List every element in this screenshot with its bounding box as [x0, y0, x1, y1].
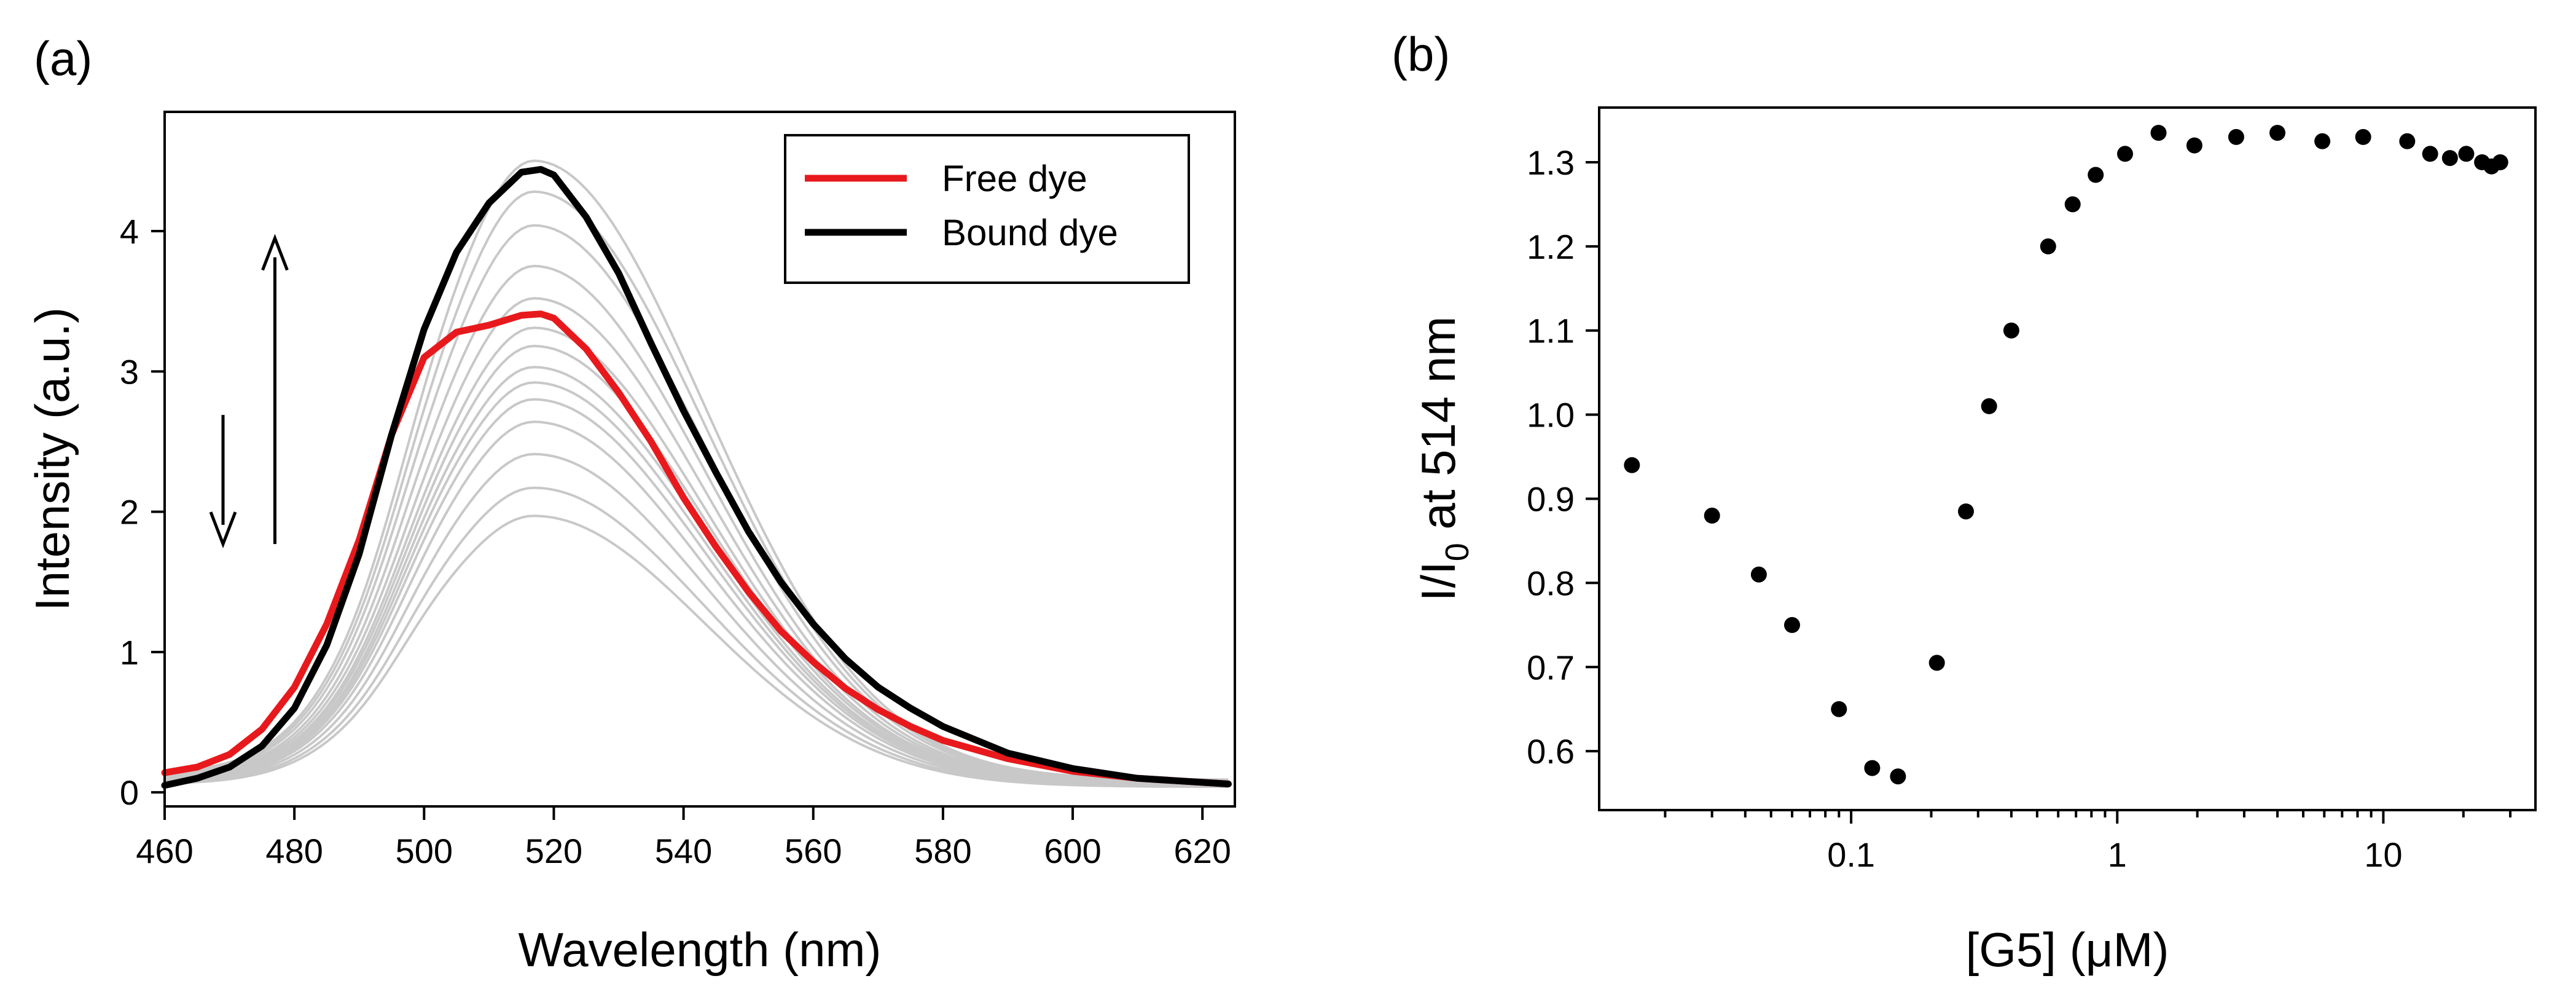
legend-box	[784, 134, 1190, 284]
titration-curve	[164, 452, 1229, 787]
data-point	[2492, 154, 2508, 170]
chart-b: 0.1 1 10 0.6 0.7 0.8 0.9 1.0 1.1 1.2 1.3 [G5] (μM…	[1411, 106, 2537, 977]
data-point	[2355, 128, 2371, 145]
data-point	[1704, 507, 1720, 524]
panel-label-a: (a)	[34, 31, 92, 85]
arrow-down-icon	[209, 511, 237, 549]
y-tick-label: 0	[120, 773, 139, 812]
data-point	[1831, 701, 1847, 717]
x-tick-label: 1	[2108, 835, 2127, 874]
y-tick-label: 1.0	[1527, 396, 1575, 435]
x-tick-label: 540	[655, 832, 712, 870]
data-point	[1981, 398, 1997, 414]
data-point	[2399, 133, 2416, 149]
series-line-free-dye	[161, 310, 1232, 787]
x-axis-b: 0.1 1 10	[1664, 810, 2512, 874]
y-tick-label: 1.3	[1527, 143, 1575, 182]
y-tick-label: 4	[120, 212, 139, 251]
x-axis-title-a: Wavelength (nm)	[519, 923, 882, 977]
titration-curve	[164, 224, 1229, 782]
plot-frame-a	[163, 111, 1236, 808]
y-tick-label: 1.1	[1527, 312, 1575, 350]
y-axis-b: 0.6 0.7 0.8 0.9 1.0 1.1 1.2 1.3	[1527, 143, 1599, 771]
y-tick-label: 0.7	[1527, 648, 1575, 687]
data-point	[1890, 768, 1906, 785]
data-point	[1958, 503, 1974, 520]
y-tick-label: 0.8	[1527, 564, 1575, 602]
legend-label-free-dye: Free dye	[942, 158, 1087, 199]
x-axis-title-b: [G5] (μM)	[1966, 923, 2169, 977]
x-tick-label: 460	[136, 832, 193, 870]
data-point	[2441, 150, 2458, 167]
data-point	[2186, 137, 2202, 154]
data-point	[2269, 125, 2285, 141]
y-axis-title-b: I/I0 at 514 nm	[1411, 317, 1476, 602]
x-tick-label: 10	[2364, 835, 2402, 874]
arrow-up-icon	[261, 234, 289, 271]
y-axis-a: 0 1 2 3 4	[120, 212, 165, 812]
spectra-series	[161, 166, 1232, 789]
y-tick-label: 0.9	[1527, 480, 1575, 519]
x-tick-label: 600	[1044, 832, 1101, 870]
data-point	[2228, 128, 2244, 145]
x-tick-label: 500	[396, 832, 453, 870]
data-point	[2064, 196, 2081, 213]
data-point	[1784, 616, 1800, 633]
legend-a: Free dye Bound dye	[784, 134, 1190, 284]
y-title-rest: at 514 nm	[1411, 317, 1465, 543]
x-tick-label: 0.1	[1827, 835, 1875, 874]
panel-label-b: (b)	[1392, 27, 1450, 81]
plot-frame-b	[1598, 106, 2537, 811]
data-point	[1928, 655, 1945, 671]
x-axis-a: 460 480 500 520 540 560 580 600 620	[136, 806, 1231, 870]
titration-curve	[164, 486, 1229, 788]
y-tick-label: 1	[120, 633, 139, 672]
data-point	[2117, 146, 2133, 162]
y-tick-label: 2	[120, 493, 139, 532]
data-point	[2314, 133, 2331, 149]
data-point	[2422, 146, 2438, 162]
data-point	[2150, 125, 2167, 141]
titration-curve	[164, 159, 1229, 781]
y-title-main: I/I	[1411, 561, 1465, 601]
data-point	[1864, 760, 1881, 776]
data-point	[2458, 146, 2475, 162]
x-tick-label: 480	[265, 832, 323, 870]
data-point	[2003, 322, 2019, 339]
data-point	[1750, 566, 1767, 583]
y-tick-label: 1.2	[1527, 227, 1575, 266]
chart-a: 460 480 500 520 540 560 580 600 620 0 1 2 3 4 Wavele…	[25, 111, 1236, 977]
titration-curves	[164, 159, 1229, 789]
x-tick-label: 580	[914, 832, 971, 870]
y-title-subscript: 0	[1439, 543, 1476, 561]
scatter-points	[1624, 125, 2508, 785]
data-point	[2040, 238, 2056, 254]
data-point	[2088, 167, 2104, 183]
x-tick-label: 520	[525, 832, 582, 870]
data-point	[1624, 457, 1640, 473]
titration-arrows	[209, 234, 289, 549]
y-tick-label: 0.6	[1527, 732, 1575, 771]
x-tick-label: 560	[785, 832, 842, 870]
y-axis-title-a: Intensity (a.u.)	[25, 307, 79, 611]
y-tick-label: 3	[120, 352, 139, 391]
legend-label-bound-dye: Bound dye	[942, 212, 1118, 253]
series-line-bound-dye	[161, 166, 1232, 789]
x-tick-label: 620	[1173, 832, 1231, 870]
